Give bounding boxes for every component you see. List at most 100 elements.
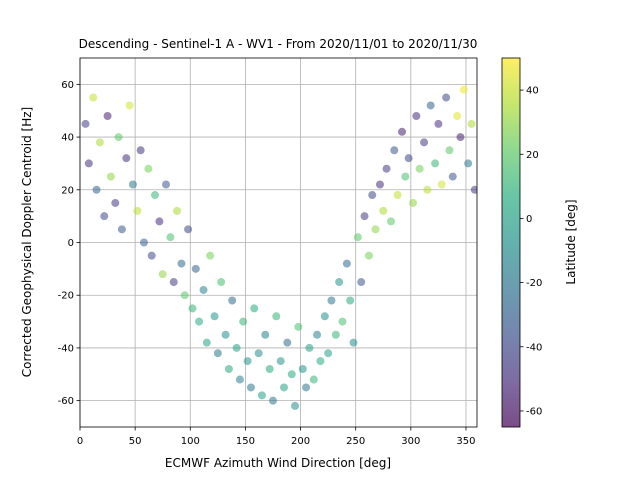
scatter-point [268, 396, 277, 405]
scatter-point [456, 133, 465, 142]
scatter-point [379, 206, 388, 215]
scatter-point [265, 365, 274, 374]
scatter-point [404, 154, 413, 163]
scatter-point [221, 330, 230, 339]
scatter-point [360, 212, 369, 221]
scatter-point [89, 93, 98, 102]
scatter-point [327, 296, 336, 305]
scatter-point [331, 330, 340, 339]
scatter-point [257, 391, 266, 400]
scatter-point [128, 180, 137, 189]
x-tick-label: 50 [129, 436, 142, 447]
scatter-point [437, 180, 446, 189]
scatter-point [349, 338, 358, 347]
scatter-point [144, 164, 153, 173]
scatter-point [371, 225, 380, 234]
scatter-point [173, 206, 182, 215]
scatter-point [426, 101, 435, 110]
scatter-point [122, 154, 131, 163]
chart-title: Descending - Sentinel-1 A - WV1 - From 2… [79, 37, 478, 51]
scatter-point [302, 383, 311, 392]
scatter-point [111, 198, 120, 207]
scatter-point [442, 93, 451, 102]
colorbar-tick-label: -40 [526, 342, 542, 353]
scatter-point [254, 349, 263, 358]
scatter-point [147, 251, 156, 260]
scatter-point [431, 159, 440, 168]
scatter-point [191, 264, 200, 273]
scatter-point [320, 312, 329, 321]
scatter-point [250, 304, 259, 313]
scatter-point [423, 185, 432, 194]
y-axis-label: Corrected Geophysical Doppler Centroid [… [20, 107, 34, 377]
scatter-point [401, 172, 410, 181]
scatter-point [305, 343, 314, 352]
scatter-point [276, 357, 285, 366]
scatter-point [357, 278, 366, 287]
scatter-point [316, 357, 325, 366]
scatter-point [364, 251, 373, 260]
scatter-point [283, 338, 292, 347]
scatter-point [375, 180, 384, 189]
scatter-point [133, 206, 142, 215]
colorbar-tick-label: -20 [526, 278, 542, 289]
scatter-point [453, 111, 462, 120]
scatter-point [409, 198, 418, 207]
scatter-point [386, 217, 395, 226]
scatter-point [448, 172, 457, 181]
scatter-point [139, 238, 148, 247]
scatter-point [393, 191, 402, 200]
scatter-point [180, 291, 189, 300]
x-tick-label: 0 [77, 436, 83, 447]
scatter-point [228, 296, 237, 305]
scatter-point [368, 191, 377, 200]
y-tick-label: 60 [61, 80, 74, 91]
scatter-point [92, 185, 101, 194]
scatter-point [217, 278, 226, 287]
scatter-point [188, 304, 197, 313]
scatter-point [470, 185, 477, 194]
scatter-point [243, 357, 252, 366]
scatter-point [459, 85, 468, 94]
colorbar [501, 57, 521, 428]
colorbar-tick-label: -60 [526, 406, 542, 417]
scatter-point [224, 365, 233, 374]
scatter-point [166, 233, 175, 242]
scatter-point [125, 101, 134, 110]
scatter-point [106, 172, 115, 181]
scatter-point [291, 401, 300, 410]
x-axis-label: ECMWF Azimuth Wind Direction [deg] [165, 456, 391, 470]
x-tick-label: 250 [346, 436, 365, 447]
scatter-point [210, 312, 219, 321]
scatter-point [235, 375, 244, 384]
scatter-point [298, 365, 307, 374]
scatter-point [158, 270, 167, 279]
scatter-point [169, 278, 178, 287]
colorbar-tick-label: 40 [526, 86, 539, 97]
scatter-point [280, 383, 289, 392]
scatter-point [213, 349, 222, 358]
scatter-point [84, 159, 93, 168]
scatter-point [100, 212, 109, 221]
x-tick-label: 300 [401, 436, 420, 447]
scatter-point [246, 383, 255, 392]
scatter-point [467, 119, 476, 128]
scatter-point [390, 146, 399, 155]
scatter-point [103, 111, 112, 120]
scatter-point [338, 317, 347, 326]
x-tick-label: 150 [236, 436, 255, 447]
colorbar-tick-label: 20 [526, 150, 539, 161]
scatter-point [239, 317, 248, 326]
scatter-point [272, 312, 281, 321]
x-tick-label: 200 [291, 436, 310, 447]
scatter-point [287, 370, 296, 379]
scatter-point [150, 191, 159, 200]
x-axis-ticks: 0 50 100 150 200 250 300 350 [77, 427, 476, 447]
y-tick-label: -20 [58, 291, 74, 302]
scatter-point [184, 225, 193, 234]
y-axis-ticks: -60 -40 -20 0 20 40 60 [58, 80, 80, 407]
scatter-point [232, 343, 241, 352]
scatter-point [382, 164, 391, 173]
scatter-point [412, 111, 421, 120]
